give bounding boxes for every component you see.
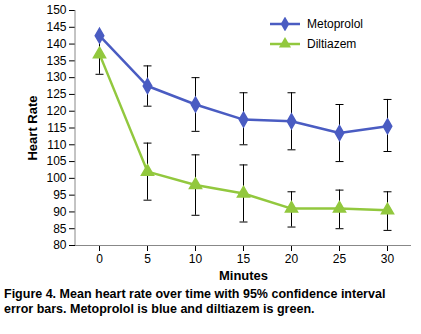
svg-text:80: 80 (53, 238, 67, 252)
svg-text:145: 145 (46, 20, 66, 34)
svg-text:Heart Rate: Heart Rate (25, 95, 40, 160)
svg-text:140: 140 (46, 37, 66, 51)
svg-text:30: 30 (381, 252, 395, 266)
svg-text:0: 0 (96, 252, 103, 266)
svg-text:5: 5 (144, 252, 151, 266)
svg-text:85: 85 (53, 222, 67, 236)
svg-text:90: 90 (53, 205, 67, 219)
svg-text:20: 20 (285, 252, 299, 266)
svg-text:15: 15 (237, 252, 251, 266)
svg-text:125: 125 (46, 87, 66, 101)
svg-text:130: 130 (46, 70, 66, 84)
svg-text:10: 10 (189, 252, 203, 266)
svg-text:105: 105 (46, 154, 66, 168)
svg-text:100: 100 (46, 171, 66, 185)
svg-text:150: 150 (46, 3, 66, 17)
html-text:Diltiazem: Diltiazem (307, 37, 357, 51)
html-text:Metoprolol: Metoprolol (307, 17, 363, 31)
svg-text:120: 120 (46, 104, 66, 118)
svg-text:115: 115 (47, 121, 66, 135)
svg-text:95: 95 (53, 188, 67, 202)
html-text:Figure 4. Mean heart rate over: Figure 4. Mean heart rate over time with… (4, 287, 386, 316)
svg-text:135: 135 (46, 54, 66, 68)
svg-text:25: 25 (333, 252, 347, 266)
svg-text:Minutes: Minutes (219, 268, 268, 283)
svg-text:110: 110 (47, 138, 66, 152)
